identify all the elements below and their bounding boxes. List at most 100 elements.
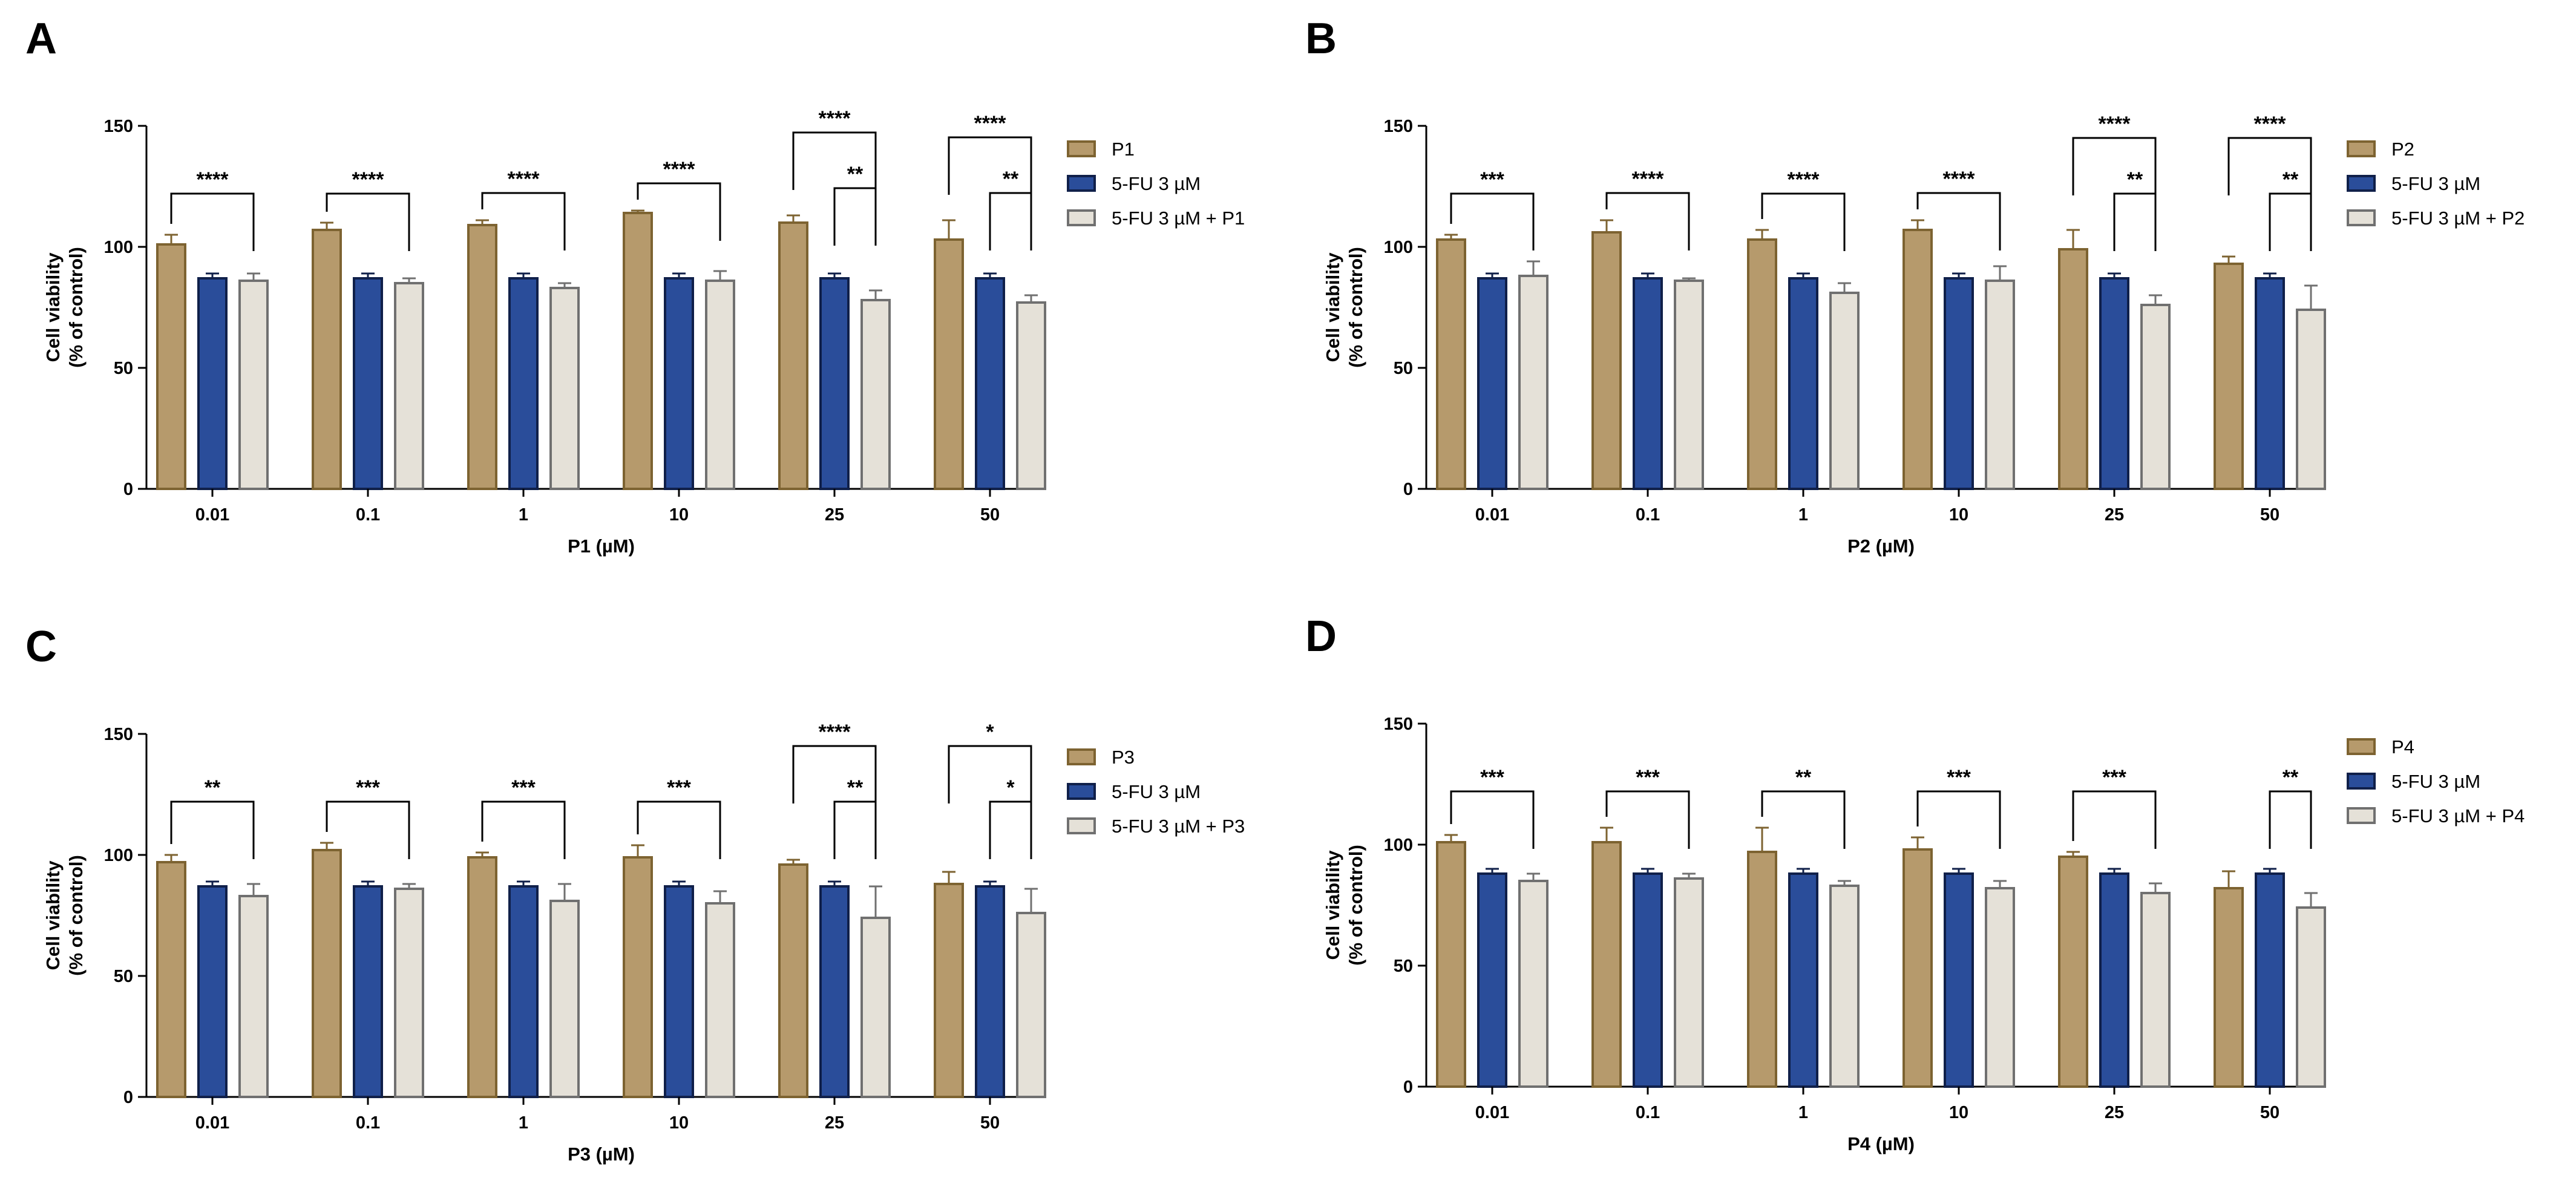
legend-swatch: [2347, 175, 2376, 192]
significance-label: ***: [356, 776, 380, 799]
legend-swatch: [2347, 738, 2376, 755]
bar: [197, 885, 228, 1098]
bar: [1747, 851, 1777, 1088]
significance-label: *: [1006, 776, 1015, 799]
x-tick-label: 25: [2105, 505, 2124, 525]
significance-label: ****: [1632, 168, 1665, 191]
x-tick-label: 0.1: [1636, 505, 1660, 525]
y-tick-label: 50: [1394, 359, 1413, 378]
bar: [549, 287, 580, 490]
legend-label: 5-FU 3 µM: [2391, 173, 2480, 194]
bar: [2255, 872, 2285, 1088]
x-tick-label: 50: [980, 1113, 1000, 1133]
bar: [1903, 848, 1933, 1088]
significance-bracket: [989, 800, 1032, 859]
panel-letter-b: B: [1305, 15, 1337, 63]
y-axis-title-line-2: (% of control): [1345, 247, 1366, 368]
panel-b: B 0 50 100 150 Cell viability (% of control) 0.…: [1280, 0, 2563, 593]
bar: [934, 238, 964, 490]
significance-bracket: [2113, 192, 2157, 251]
bar: [1944, 872, 1974, 1088]
significance-bracket: [948, 136, 1032, 195]
y-axis-title-line-2: (% of control): [65, 855, 87, 976]
x-tick-label: 1: [1798, 505, 1808, 525]
x-tick-label: 0.1: [356, 1113, 380, 1133]
y-axis-title-line-2: (% of control): [1345, 845, 1366, 966]
bar: [860, 299, 891, 490]
significance-label: **: [2283, 766, 2299, 789]
x-tick-label: 10: [1949, 1103, 1968, 1122]
bar: [623, 856, 653, 1098]
bar: [1436, 238, 1466, 490]
legend-label: 5-FU 3 µM: [1112, 781, 1201, 802]
bar: [1518, 275, 1549, 490]
significance-bracket: [1761, 790, 1846, 849]
y-tick-label: 100: [104, 238, 133, 257]
panel-letter-a: A: [25, 15, 57, 63]
y-tick-label: 150: [104, 725, 133, 744]
significance-label: ****: [508, 168, 540, 191]
panel-c: C 0 50 100 150 Cell viability (% of control) 0.…: [0, 608, 1283, 1201]
legend-label: 5-FU 3 µM + P2: [2391, 208, 2525, 229]
significance-bracket: [326, 192, 410, 251]
significance-label: ***: [1636, 766, 1660, 789]
significance-label: ****: [663, 158, 696, 181]
y-tick-label: 0: [123, 480, 133, 499]
x-axis-title: P2 (µM): [1847, 535, 1915, 557]
significance-bracket: [2072, 790, 2157, 849]
bar: [508, 885, 539, 1098]
significance-bracket: [1605, 192, 1690, 250]
y-tick-label: 150: [1384, 117, 1413, 136]
bar: [1903, 229, 1933, 490]
bar: [238, 895, 269, 1098]
significance-bracket: [833, 187, 877, 246]
legend-label: P1: [1112, 139, 1135, 160]
panel-letter-c: C: [25, 623, 57, 671]
x-tick-label: 25: [2105, 1103, 2124, 1122]
y-tick-label: 50: [1394, 957, 1413, 976]
x-tick-label: 1: [519, 505, 528, 525]
significance-label: **: [2283, 168, 2299, 191]
bar: [467, 856, 497, 1098]
bar: [705, 280, 735, 490]
x-tick-label: 0.01: [195, 505, 229, 525]
bar: [778, 221, 808, 490]
legend-swatch: [1067, 817, 1096, 834]
bar: [1016, 301, 1046, 490]
y-axis-title-line-1: Cell viability: [42, 252, 64, 362]
bar: [2214, 263, 2244, 490]
bar: [1477, 277, 1507, 490]
bar: [1829, 885, 1860, 1088]
significance-label: ****: [352, 168, 385, 191]
bar: [1985, 280, 2015, 490]
bar: [2140, 304, 2171, 490]
y-tick-label: 50: [114, 359, 133, 378]
x-tick-label: 0.1: [1636, 1103, 1660, 1122]
bar: [1985, 887, 2015, 1088]
bar: [1747, 238, 1777, 490]
legend-label: P2: [2391, 139, 2414, 160]
bar: [2099, 277, 2129, 490]
bar: [1633, 872, 1663, 1088]
significance-bracket: [170, 192, 255, 251]
significance-bracket: [481, 800, 566, 859]
legend-label: 5-FU 3 µM + P1: [1112, 208, 1245, 229]
panel-letter-d: D: [1305, 612, 1337, 661]
legend-label: 5-FU 3 µM: [2391, 771, 2480, 792]
y-axis-title: Cell viability (% of control): [1322, 845, 1366, 966]
significance-label: *: [986, 721, 994, 744]
bar: [1788, 277, 1818, 490]
legend-swatch: [1067, 783, 1096, 800]
bar: [819, 277, 850, 490]
significance-label: ***: [1480, 766, 1504, 789]
bar: [1436, 841, 1466, 1088]
significance-bracket: [481, 192, 566, 250]
bar: [1788, 872, 1818, 1088]
bar: [934, 883, 964, 1098]
significance-bracket: [2269, 192, 2312, 251]
x-axis-title: P1 (µM): [568, 535, 635, 557]
